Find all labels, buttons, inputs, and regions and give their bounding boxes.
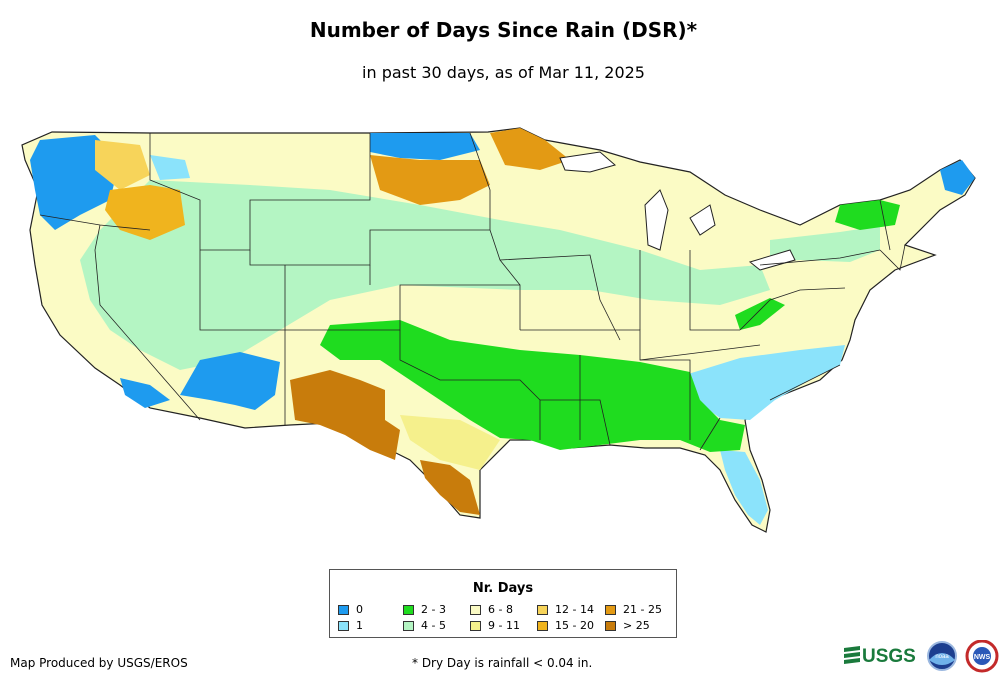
legend-item-1: 1 [338,619,363,633]
map-credit: Map Produced by USGS/EROS [10,656,188,670]
legend-label: > 25 [623,619,650,632]
nws-logo: NWS [965,640,999,673]
legend-label: 9 - 11 [488,619,520,632]
region-21-25-mnnorth [490,128,570,170]
legend-label: 2 - 3 [421,603,446,616]
region-gt25-stexas [420,460,480,515]
legend-item-9: > 25 [605,619,650,633]
region-0-socal [120,378,170,408]
region-15-20-ndakota [370,155,490,205]
legend-swatch [403,621,414,631]
nws-logo-text: NWS [974,654,991,661]
map-subtitle: in past 30 days, as of Mar 11, 2025 [362,63,645,82]
dry-day-footnote: * Dry Day is rainfall < 0.04 in. [412,656,593,670]
legend-item-3: 4 - 5 [403,619,446,633]
noaa-logo-text: noaa [935,654,949,660]
legend-item-2: 2 - 3 [403,603,446,617]
map-title: Number of Days Since Rain (DSR)* [309,18,698,42]
usgs-logo: USGS [844,646,916,667]
region-0-arizona [180,352,280,410]
legend-swatch [537,621,548,631]
legend-swatch [605,621,616,631]
legend-swatch [470,621,481,631]
legend-swatch [338,605,349,615]
region-12-14-oregon [95,140,150,190]
legend: Nr. Days 0 1 2 - 3 4 - 5 6 - 8 9 - 11 12… [329,569,677,638]
region-0-montana [370,133,480,160]
legend-item-7: 15 - 20 [537,619,594,633]
legend-label: 21 - 25 [623,603,662,616]
agency-logos: USGS noaa NWS [844,640,999,673]
legend-item-6: 12 - 14 [537,603,594,617]
legend-item-0: 0 [338,603,363,617]
legend-swatch [403,605,414,615]
noaa-logo: noaa [927,641,957,671]
legend-item-4: 6 - 8 [470,603,513,617]
legend-item-5: 9 - 11 [470,619,520,633]
region-4-5-west [80,180,770,370]
region-9-11-texas [400,415,500,470]
region-15-20-idaho [105,185,185,240]
legend-label: 1 [356,619,363,632]
dsr-map [21,127,976,533]
legend-label: 4 - 5 [421,619,446,632]
legend-label: 0 [356,603,363,616]
region-2-3-south [320,320,745,452]
region-1-southeast [685,345,845,420]
great-lakes [559,151,796,271]
legend-label: 15 - 20 [555,619,594,632]
legend-swatch [537,605,548,615]
usgs-logo-text: USGS [862,646,916,667]
legend-item-8: 21 - 25 [605,603,662,617]
region-gt25-wtexas [290,370,400,460]
legend-title: Nr. Days [472,581,534,596]
region-4-5-northeast [770,226,880,262]
legend-swatch [605,605,616,615]
state-boundaries [39,132,926,451]
legend-label: 12 - 14 [555,603,594,616]
legend-swatch [470,605,481,615]
region-1-florida [720,450,768,525]
legend-label: 6 - 8 [488,603,513,616]
region-0-maine [940,160,975,195]
legend-swatch [338,621,349,631]
region-2-3-northeast [835,200,900,230]
region-1-idaho [150,155,190,180]
